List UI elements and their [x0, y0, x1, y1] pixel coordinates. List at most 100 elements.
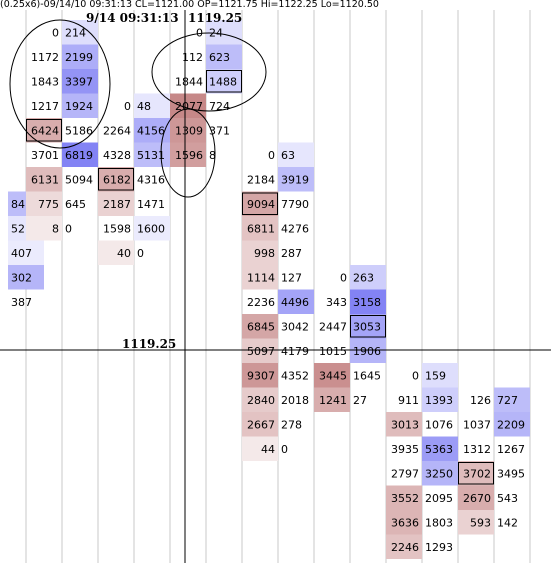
ask-cell: [206, 69, 242, 94]
ask-volume-label: 4316: [137, 173, 165, 186]
ask-cell: [494, 412, 530, 437]
bid-cell: [170, 142, 206, 167]
ask-volume-label: 0: [137, 247, 144, 260]
highlight-box: [242, 192, 278, 215]
bid-volume-label: 2187: [103, 198, 131, 211]
ask-volume-label: 127: [281, 271, 302, 284]
ask-volume-label: 6819: [65, 149, 93, 162]
ask-cell: [62, 44, 98, 69]
chart-header-info: (0.25x6)-09/14/10 09:31:13 CL=1121.00 OP…: [0, 0, 379, 10]
bid-volume-label: 40: [117, 247, 131, 260]
bid-cell: [242, 265, 278, 290]
bid-cell: [242, 240, 278, 265]
ask-volume-label: 27: [353, 394, 367, 407]
ask-cell: [278, 289, 314, 314]
ask-volume-label: 24: [209, 26, 223, 39]
bid-cell: [98, 191, 134, 216]
ask-volume-label: 1906: [353, 345, 381, 358]
bid-volume-label: 2840: [247, 394, 275, 407]
bid-cell: [242, 436, 278, 461]
bid-volume-label: 1015: [319, 345, 347, 358]
timestamp-label: 9/14 09:31:13: [86, 11, 179, 25]
ask-cell: [422, 461, 458, 486]
ask-volume-label: 159: [425, 369, 446, 382]
ask-cell: [8, 240, 44, 265]
bid-cell: [242, 412, 278, 437]
ask-volume-label: 142: [497, 516, 518, 529]
bid-volume-label: 2246: [391, 541, 419, 554]
bid-volume-label: 1596: [175, 149, 203, 162]
bid-volume-label: 112: [182, 51, 203, 64]
bid-cell: [26, 118, 62, 143]
bid-cell: [170, 118, 206, 143]
ask-volume-label: 1803: [425, 516, 453, 529]
bid-volume-label: 6845: [247, 320, 275, 333]
ask-volume-label: 1645: [353, 369, 381, 382]
ask-volume-label: 2199: [65, 51, 93, 64]
bid-volume-label: 2184: [247, 173, 275, 186]
bid-cell: [386, 485, 422, 510]
price-level-label: 1119.25: [122, 337, 177, 351]
bid-volume-label: 9094: [247, 198, 275, 211]
ask-volume-label: 727: [497, 394, 518, 407]
bid-cell: [26, 191, 62, 216]
bid-volume-label: 593: [470, 516, 491, 529]
ask-cell: [62, 20, 98, 45]
bid-volume-label: 1843: [31, 75, 59, 88]
bid-cell: [242, 314, 278, 339]
highlight-box: [26, 119, 62, 142]
ask-cell: [422, 387, 458, 412]
ask-cell: [350, 265, 386, 290]
bid-volume-label: 911: [398, 394, 419, 407]
bid-volume-label: 343: [326, 296, 347, 309]
ask-volume-label: 645: [65, 198, 86, 211]
ask-volume-label: 2095: [425, 492, 453, 505]
ask-volume-label: 4496: [281, 296, 309, 309]
ask-cell: [350, 338, 386, 363]
ask-volume-label: 1293: [425, 541, 453, 554]
bid-cell: [242, 191, 278, 216]
bid-volume-label: 3935: [391, 443, 419, 456]
ask-cell: [206, 20, 242, 45]
bid-volume-label: 1172: [31, 51, 59, 64]
annotation-ellipse-left: [9, 19, 111, 149]
ask-volume-label: 371: [209, 124, 230, 137]
bid-volume-label: 2667: [247, 418, 275, 431]
ask-volume-label: 0: [281, 443, 288, 456]
ask-volume-label: 1471: [137, 198, 165, 211]
ask-volume-label: 3250: [425, 467, 453, 480]
ask-volume-label: 1267: [497, 443, 525, 456]
bid-cell: [98, 167, 134, 192]
highlight-box: [98, 168, 134, 191]
bid-cell: [242, 338, 278, 363]
ask-cell: [422, 363, 458, 388]
ask-volume-label: 7790: [281, 198, 309, 211]
bid-volume-label: 0: [196, 26, 203, 39]
ask-volume-label: 4276: [281, 222, 309, 235]
bid-cell: [314, 363, 350, 388]
ask-cell: [62, 142, 98, 167]
ask-volume-label: 543: [497, 492, 518, 505]
bid-volume-label: 5097: [247, 345, 275, 358]
bid-volume-label: 1241: [319, 394, 347, 407]
ask-volume-label: 407: [11, 247, 32, 260]
bid-volume-label: 6811: [247, 222, 275, 235]
ask-volume-label: 5186: [65, 124, 93, 137]
ask-volume-label: 4179: [281, 345, 309, 358]
bid-cell: [26, 216, 62, 241]
bid-volume-label: 775: [38, 198, 59, 211]
bid-volume-label: 2264: [103, 124, 131, 137]
ask-volume-label: 3495: [497, 467, 525, 480]
ask-volume-label: 623: [209, 51, 230, 64]
bid-cell: [242, 387, 278, 412]
bid-cell: [26, 167, 62, 192]
ask-cell: [494, 387, 530, 412]
bid-volume-label: 6131: [31, 173, 59, 186]
bid-volume-label: 3636: [391, 516, 419, 529]
ask-volume-label: 3053: [353, 320, 381, 333]
ask-cell: [350, 314, 386, 339]
annotation-ellipse-center: [160, 108, 216, 198]
ask-volume-label: 5131: [137, 149, 165, 162]
bid-volume-label: 126: [470, 394, 491, 407]
bid-volume-label: 2447: [319, 320, 347, 333]
